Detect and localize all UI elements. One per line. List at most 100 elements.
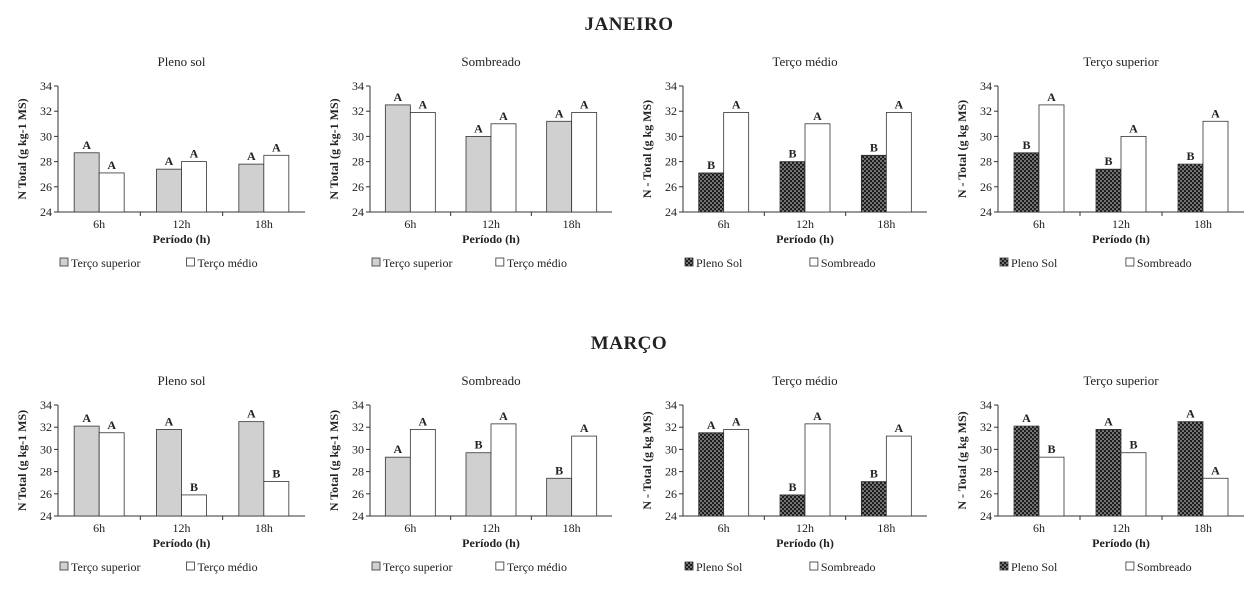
bar-ter-o-superior: [74, 426, 99, 516]
x-tick-label: 18h: [255, 521, 273, 535]
bar-ter-o-superior: [157, 429, 182, 516]
legend-swatch: [685, 562, 693, 570]
chart-panel-4: Terço superior242628303234N - Total (g k…: [955, 54, 1244, 270]
bar-sombreado: [805, 124, 830, 212]
bar-significance-letter: A: [499, 409, 508, 423]
legend-label: Pleno Sol: [1011, 560, 1058, 574]
x-axis-label: Período (h): [1092, 232, 1150, 246]
x-axis-label: Período (h): [776, 232, 834, 246]
bar-significance-letter: A: [813, 409, 822, 423]
chart-title: Pleno sol: [157, 54, 205, 69]
x-tick-label: 12h: [796, 521, 814, 535]
legend-swatch: [186, 258, 194, 266]
y-axis-label: N Total (g kg-1 MS): [15, 410, 29, 511]
y-tick-label: 26: [352, 487, 364, 501]
x-tick-label: 12h: [1112, 217, 1130, 231]
bar-ter-o-m-dio: [491, 424, 516, 516]
bar-sombreado: [886, 436, 911, 516]
y-tick-label: 28: [40, 465, 52, 479]
bar-significance-letter: A: [418, 97, 427, 111]
legend-swatch: [186, 562, 194, 570]
bar-pleno-sol: [1014, 153, 1039, 212]
bar-significance-letter: A: [1211, 106, 1220, 120]
chart-panel-1: Pleno sol242628303234N Total (g kg-1 MS)…: [15, 54, 305, 270]
chart-panel-7: Terço médio242628303234N - Total (g kg M…: [640, 373, 927, 574]
bar-sombreado: [805, 424, 830, 516]
bar-pleno-sol: [1014, 426, 1039, 516]
bar-significance-letter: A: [247, 407, 256, 421]
y-tick-label: 32: [665, 420, 677, 434]
legend-swatch: [810, 258, 818, 266]
bar-sombreado: [724, 429, 749, 516]
bar-significance-letter: B: [788, 480, 796, 494]
x-tick-label: 6h: [404, 217, 416, 231]
bar-pleno-sol: [861, 155, 886, 212]
bar-sombreado: [886, 112, 911, 212]
y-tick-label: 28: [980, 465, 992, 479]
bar-significance-letter: A: [1211, 463, 1220, 477]
bar-significance-letter: A: [1104, 414, 1113, 428]
bar-ter-o-m-dio: [491, 124, 516, 212]
y-tick-label: 34: [352, 79, 364, 93]
x-tick-label: 6h: [404, 521, 416, 535]
legend-label: Terço médio: [507, 560, 567, 574]
y-tick-label: 30: [980, 129, 992, 143]
bar-ter-o-superior: [74, 153, 99, 212]
legend-swatch: [1000, 258, 1008, 266]
y-tick-label: 28: [352, 465, 364, 479]
bar-significance-letter: A: [107, 158, 116, 172]
x-tick-label: 18h: [563, 217, 581, 231]
bar-ter-o-superior: [239, 164, 264, 212]
bar-ter-o-superior: [547, 478, 572, 516]
y-tick-label: 26: [40, 487, 52, 501]
y-tick-label: 30: [352, 442, 364, 456]
bar-significance-letter: A: [247, 149, 256, 163]
bar-significance-letter: B: [707, 158, 715, 172]
chart-panel-5: Pleno sol242628303234N Total (g kg-1 MS)…: [15, 373, 305, 574]
bar-sombreado: [1121, 453, 1146, 516]
y-tick-label: 30: [40, 129, 52, 143]
legend-label: Sombreado: [1137, 256, 1192, 270]
bar-sombreado: [724, 112, 749, 212]
legend-swatch: [372, 258, 380, 266]
chart-panel-8: Terço superior 24 26 28 30 32 34 N - Total (g k…: [955, 373, 1244, 574]
chart-title: Sombreado: [461, 373, 520, 388]
x-tick-label: 12h: [482, 217, 500, 231]
x-tick-label: 18h: [563, 521, 581, 535]
bar-ter-o-m-dio: [264, 482, 289, 516]
y-tick-label: 30: [665, 129, 677, 143]
bar-significance-letter: A: [1047, 90, 1056, 104]
y-tick-label: 28: [980, 155, 992, 169]
x-tick-label: 6h: [718, 217, 730, 231]
y-tick-label: 32: [40, 420, 52, 434]
x-tick-label: 18h: [877, 217, 895, 231]
bar-significance-letter: A: [732, 97, 741, 111]
bar-significance-letter: A: [165, 154, 174, 168]
x-tick-label: 6h: [1033, 217, 1045, 231]
x-tick-label: 18h: [1194, 521, 1212, 535]
y-axis-label: N - Total (g kg MS): [955, 411, 969, 509]
bar-significance-letter: A: [555, 106, 564, 120]
chart-title: Terço superior: [1083, 54, 1159, 69]
bar-significance-letter: B: [870, 140, 878, 154]
bar-pleno-sol: [699, 173, 724, 212]
y-tick-label: 34: [980, 79, 992, 93]
x-tick-label: 18h: [877, 521, 895, 535]
bar-significance-letter: A: [107, 418, 116, 432]
bar-significance-letter: B: [555, 463, 563, 477]
x-tick-label: 6h: [1033, 521, 1045, 535]
x-axis-label: Período (h): [462, 536, 520, 550]
y-tick-label: 26: [352, 180, 364, 194]
y-tick-label: 24: [665, 509, 677, 523]
bar-ter-o-superior: [385, 457, 410, 516]
bar-ter-o-m-dio: [410, 429, 435, 516]
bar-significance-letter: A: [165, 414, 174, 428]
chart-title: Terço médio: [772, 373, 837, 388]
bar-pleno-sol: [1096, 169, 1121, 212]
bar-ter-o-m-dio: [99, 173, 124, 212]
legend-label: Pleno Sol: [696, 560, 743, 574]
legend-label: Pleno Sol: [1011, 256, 1058, 270]
bar-significance-letter: A: [418, 414, 427, 428]
bar-significance-letter: A: [272, 140, 281, 154]
